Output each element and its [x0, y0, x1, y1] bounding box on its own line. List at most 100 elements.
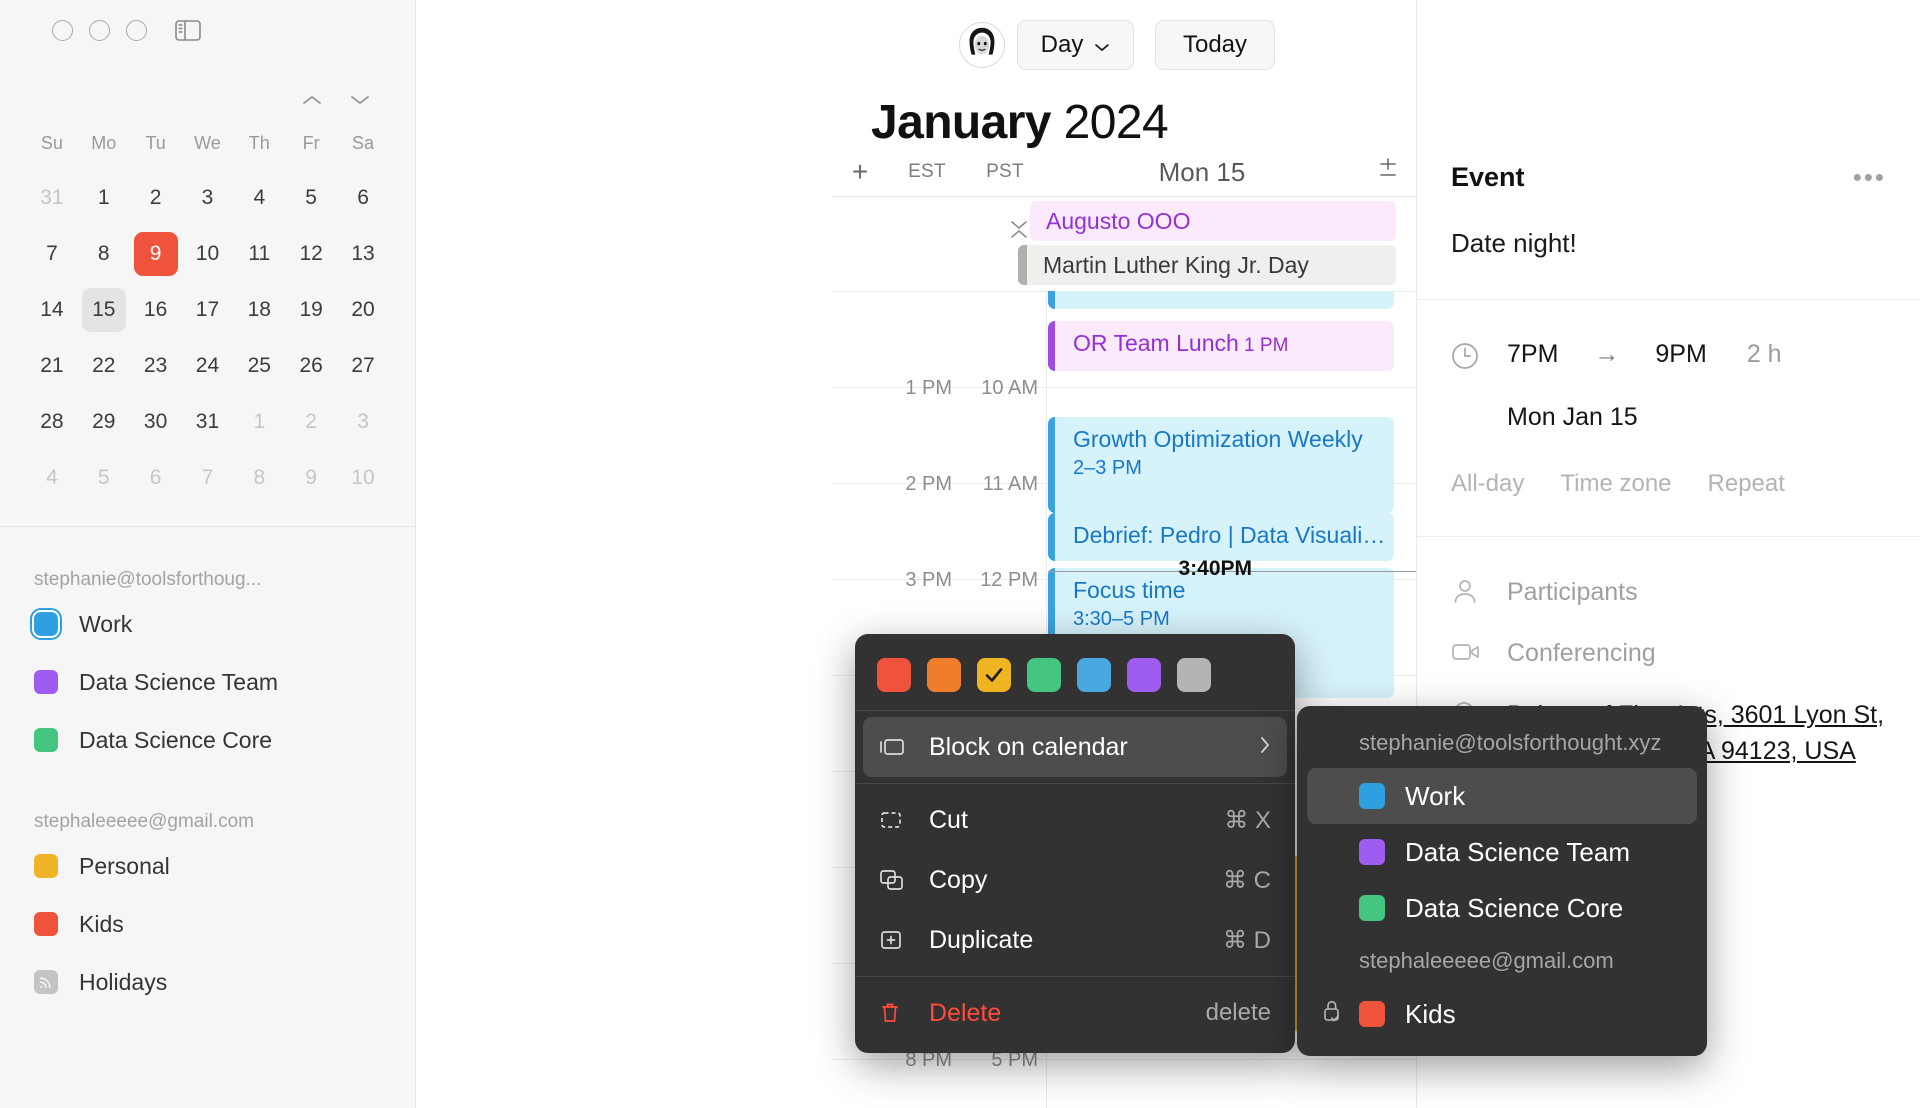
mini-calendar-cell[interactable]: 20	[337, 282, 389, 338]
calendar-event[interactable]: Hiring Manager Interview: Pedro Vuskovic…	[1048, 291, 1394, 309]
today-button[interactable]: Today	[1155, 20, 1275, 70]
expand-rows-icon[interactable]	[1360, 158, 1416, 186]
mini-calendar-day[interactable]: 12	[299, 242, 323, 265]
plus-icon[interactable]: +	[851, 156, 869, 187]
mini-calendar-day[interactable]: 2	[305, 410, 317, 433]
mini-calendar-cell[interactable]: 18	[233, 282, 285, 338]
view-selector-button[interactable]: Day	[1017, 20, 1134, 70]
mini-calendar-day[interactable]: 29	[92, 410, 116, 433]
mini-calendar-day[interactable]: 13	[351, 242, 375, 265]
mini-calendar-cell[interactable]: 10	[337, 450, 389, 506]
mini-calendar-day[interactable]: 1	[253, 410, 266, 433]
mini-calendar-day[interactable]: 21	[40, 354, 64, 377]
calendar-color-checkbox[interactable]	[34, 854, 58, 878]
mini-calendar-day[interactable]: 31	[195, 410, 220, 433]
menu-item-copy[interactable]: Copy ⌘ C	[863, 850, 1287, 910]
sidebar-item-data-science-team[interactable]: Data Science Team	[0, 653, 415, 711]
mini-calendar-cell[interactable]: 6	[337, 170, 389, 226]
timezone-label-pst[interactable]: PST	[986, 161, 1024, 182]
mini-calendar-day[interactable]: 8	[253, 466, 266, 489]
hour-row[interactable]: 1 PM 10 AM	[832, 377, 1416, 483]
time-zone-chip[interactable]: Time zone	[1560, 470, 1672, 497]
color-swatch-yellow[interactable]	[977, 658, 1011, 692]
sidebar-item-work[interactable]: Work	[0, 595, 415, 653]
mini-calendar-day[interactable]: 1	[97, 186, 110, 209]
mini-calendar-day[interactable]: 24	[195, 354, 220, 377]
mini-calendar-cell[interactable]: 17	[182, 282, 234, 338]
sidebar-toggle-icon[interactable]	[175, 20, 201, 41]
mini-calendar-day[interactable]: 16	[143, 298, 168, 321]
calendar-color-checkbox[interactable]	[34, 912, 58, 936]
mini-calendar-cell[interactable]: 31	[182, 394, 234, 450]
mini-calendar-cell[interactable]: 16	[130, 282, 182, 338]
mini-calendar-day[interactable]: 5	[97, 466, 110, 489]
mini-calendar-day[interactable]: 7	[46, 242, 58, 265]
calendar-color-checkbox[interactable]	[34, 612, 58, 636]
color-swatch-red[interactable]	[877, 658, 911, 692]
mini-calendar-day[interactable]: 27	[351, 354, 375, 377]
event-start-time[interactable]: 7PM	[1507, 340, 1559, 368]
submenu-item-data-science-team[interactable]: Data Science Team	[1307, 824, 1697, 880]
mini-calendar-day[interactable]: 25	[247, 354, 271, 377]
mini-calendar-cell[interactable]: 7	[26, 226, 78, 282]
calendar-event[interactable]: Growth Optimization Weekly 2–3 PM	[1048, 417, 1394, 513]
mini-calendar-cell[interactable]: 11	[233, 226, 285, 282]
mini-calendar-cell[interactable]: 9	[130, 226, 182, 282]
mini-calendar-cell[interactable]: 21	[26, 338, 78, 394]
close-button[interactable]	[52, 20, 73, 41]
calendar-event[interactable]: OR Team Lunch 1 PM	[1048, 321, 1394, 371]
zoom-button[interactable]	[126, 20, 147, 41]
mini-calendar-cell[interactable]: 5	[285, 170, 337, 226]
all-day-event[interactable]: Martin Luther King Jr. Day	[1018, 245, 1396, 285]
mini-calendar-day[interactable]: 10	[195, 242, 220, 265]
mini-calendar-cell[interactable]: 3	[337, 394, 389, 450]
mini-calendar-day[interactable]: 8	[97, 242, 110, 265]
mini-calendar-cell[interactable]: 7	[182, 450, 234, 506]
mini-calendar-day[interactable]: 18	[247, 298, 271, 321]
calendar-color-checkbox[interactable]	[34, 670, 58, 694]
mini-calendar-cell[interactable]: 23	[130, 338, 182, 394]
color-swatch-green[interactable]	[1027, 658, 1061, 692]
mini-calendar-day[interactable]: 31	[40, 186, 64, 209]
mini-calendar-cell[interactable]: 1	[78, 170, 130, 226]
all-day-collapse-icon[interactable]	[1008, 215, 1030, 246]
calendar-color-checkbox[interactable]	[34, 728, 58, 752]
mini-calendar-day[interactable]: 28	[40, 410, 64, 433]
submenu-item-data-science-core[interactable]: Data Science Core	[1307, 880, 1697, 936]
mini-calendar-cell[interactable]: 9	[285, 450, 337, 506]
mini-calendar-day[interactable]: 22	[92, 354, 116, 377]
mini-calendar-cell[interactable]: 2	[285, 394, 337, 450]
color-swatch-gray[interactable]	[1177, 658, 1211, 692]
mini-calendar-grid[interactable]: 31 1 2 3 4 5 6 7 8 9 10 11 12 13 14 15 16 17 18 19 20 21 22 23 2…	[26, 170, 389, 506]
mini-calendar-day[interactable]: 30	[143, 410, 168, 433]
all-day-event[interactable]: Augusto OOO	[1030, 201, 1396, 241]
mini-calendar-day[interactable]: 9	[133, 232, 178, 276]
submenu-item-work[interactable]: Work	[1307, 768, 1697, 824]
mini-calendar-cell[interactable]: 27	[337, 338, 389, 394]
color-swatch-blue[interactable]	[1077, 658, 1111, 692]
mini-calendar-cell[interactable]: 8	[78, 226, 130, 282]
mini-calendar-day[interactable]: 19	[299, 298, 323, 321]
mini-calendar-cell[interactable]: 14	[26, 282, 78, 338]
mini-calendar-cell[interactable]: 12	[285, 226, 337, 282]
participants-row[interactable]: Participants	[1417, 537, 1920, 610]
mini-calendar-cell[interactable]: 10	[182, 226, 234, 282]
menu-item-delete[interactable]: Delete delete	[863, 983, 1287, 1043]
event-date[interactable]: Mon Jan 15	[1507, 403, 1638, 431]
mini-calendar[interactable]: Su Mo Tu We Th Fr Sa 31 1 2 3 4 5 6 7 8 9 10 11 12 13 14 15 16…	[0, 127, 415, 506]
mini-calendar-day[interactable]: 14	[40, 298, 64, 321]
chevron-up-icon[interactable]	[301, 93, 323, 107]
mini-calendar-day[interactable]: 5	[305, 186, 317, 209]
mini-calendar-day[interactable]: 9	[305, 466, 317, 489]
mini-calendar-day[interactable]: 6	[357, 186, 369, 209]
timezone-label-est[interactable]: EST	[908, 161, 946, 182]
user-avatar[interactable]	[959, 22, 1005, 68]
mini-calendar-cell[interactable]: 4	[26, 450, 78, 506]
mini-calendar-day[interactable]: 2	[149, 186, 162, 209]
mini-calendar-day[interactable]: 3	[201, 186, 214, 209]
submenu-item-kids[interactable]: Kids	[1307, 986, 1697, 1042]
mini-calendar-day[interactable]: 7	[201, 466, 214, 489]
mini-calendar-cell[interactable]: 26	[285, 338, 337, 394]
mini-calendar-cell[interactable]: 31	[26, 170, 78, 226]
mini-calendar-day[interactable]: 11	[248, 242, 271, 265]
